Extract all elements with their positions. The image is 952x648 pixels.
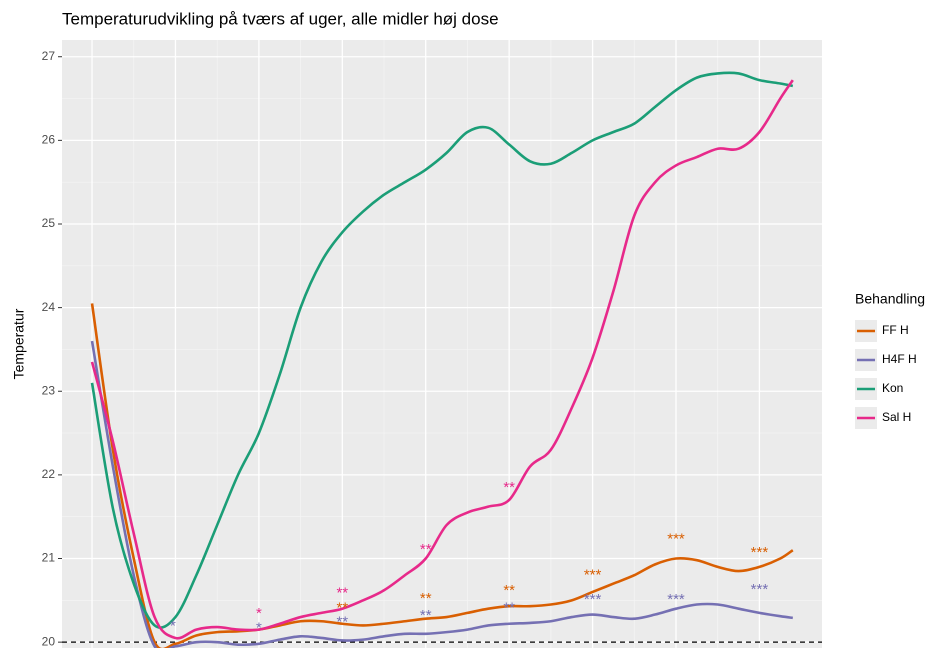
annotation: *** <box>584 591 602 608</box>
annotation: ** <box>420 590 432 607</box>
y-tick-label: 20 <box>42 634 56 648</box>
annotation: * <box>170 618 176 635</box>
chart-title: Temperaturudvikling på tværs af uger, al… <box>62 9 499 28</box>
legend-label: FF H <box>882 323 909 337</box>
y-tick-label: 25 <box>42 216 56 230</box>
annotation: * <box>256 619 262 636</box>
annotation: ** <box>336 614 348 631</box>
annotation: ** <box>503 582 515 599</box>
annotation: * <box>256 605 262 622</box>
annotation: ** <box>420 607 432 624</box>
line-series <box>90 303 794 648</box>
y-axis-label: Temperatur <box>11 308 27 379</box>
legend-label: Sal H <box>882 410 911 424</box>
y-tick-label: 21 <box>42 551 56 565</box>
y-tick-label: 24 <box>42 300 56 314</box>
y-tick-label: 26 <box>42 133 56 147</box>
annotation: ** <box>503 599 515 616</box>
line-series <box>90 71 794 629</box>
legend-title: Behandling <box>855 291 925 307</box>
y-tick-label: 23 <box>42 383 56 397</box>
annotation: ** <box>503 479 515 496</box>
annotation: ** <box>336 599 348 616</box>
y-tick-label: 27 <box>42 49 56 63</box>
annotation: *** <box>584 567 602 584</box>
annotation: ** <box>420 541 432 558</box>
annotation: *** <box>751 544 769 561</box>
annotation: *** <box>751 581 769 598</box>
y-tick-label: 22 <box>42 467 56 481</box>
legend-label: Kon <box>882 381 903 395</box>
line-series <box>90 340 793 648</box>
annotation: *** <box>667 591 685 608</box>
annotation: ** <box>336 584 348 601</box>
plot-area <box>62 40 822 648</box>
annotation: *** <box>667 531 685 548</box>
legend-label: H4F H <box>882 352 917 366</box>
panel <box>62 40 822 648</box>
line-series <box>90 79 794 640</box>
